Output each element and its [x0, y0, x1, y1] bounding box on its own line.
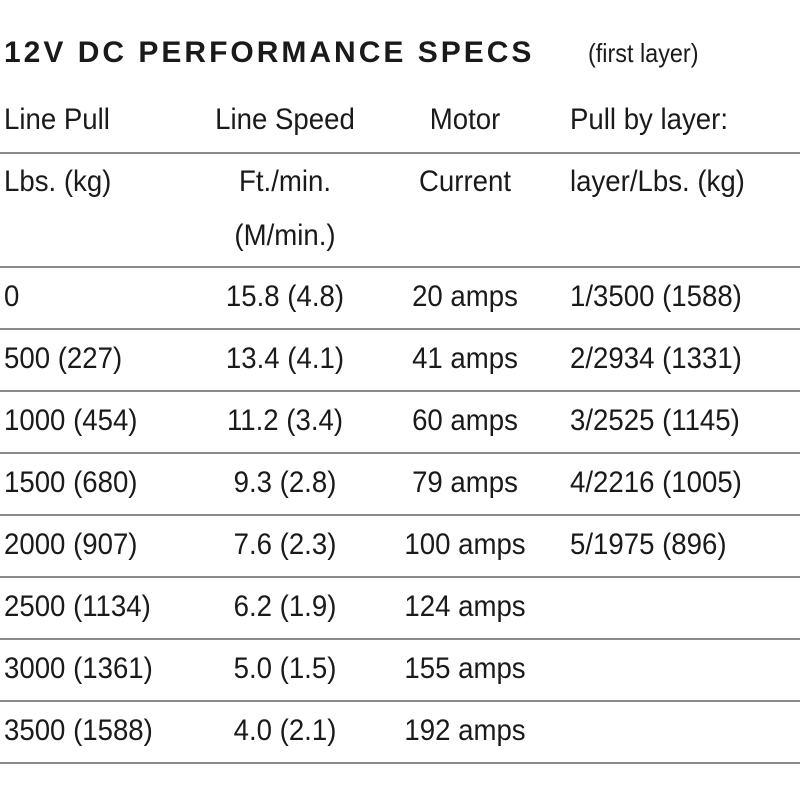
- table-cell: 3/2525 (1145): [570, 404, 740, 437]
- table-cell: 2000 (907): [4, 528, 138, 561]
- row-rule: [0, 328, 800, 330]
- header-cell: Current: [418, 165, 512, 198]
- row-rule: [0, 514, 800, 516]
- table-cell: 41 amps: [412, 342, 518, 375]
- table-cell: 3500 (1588): [4, 714, 153, 747]
- table-cell: 500 (227): [4, 342, 123, 375]
- table-cell: 20 amps: [412, 280, 518, 313]
- table-cell: 192 amps: [404, 714, 526, 747]
- header-cell: (M/min.): [234, 219, 336, 252]
- table-cell: 2500 (1134): [4, 590, 151, 623]
- header-cell: Motor: [429, 103, 501, 136]
- header-cell: Line Speed: [215, 103, 355, 136]
- header-cell: layer/Lbs. (kg): [570, 165, 745, 198]
- header-cell: Line Pull: [4, 103, 110, 136]
- table-cell: 4/2216 (1005): [570, 466, 742, 499]
- table-cell: 124 amps: [404, 590, 526, 623]
- table-cell: 4.0 (2.1): [233, 714, 337, 747]
- row-rule: [0, 762, 800, 764]
- header-cell: Ft./min.: [238, 165, 332, 198]
- row-rule: [0, 152, 800, 154]
- row-rule: [0, 266, 800, 268]
- table-cell: 5/1975 (896): [570, 528, 727, 561]
- table-cell: 100 amps: [404, 528, 526, 561]
- table-cell: 15.8 (4.8): [225, 280, 345, 313]
- table-cell: 1000 (454): [4, 404, 138, 437]
- table-cell: 5.0 (1.5): [233, 652, 337, 685]
- table-cell: 9.3 (2.8): [233, 466, 337, 499]
- header-cell: Pull by layer:: [570, 103, 729, 136]
- row-rule: [0, 390, 800, 392]
- table-cell: 7.6 (2.3): [233, 528, 337, 561]
- table-cell: 0: [4, 280, 20, 313]
- table-cell: 6.2 (1.9): [233, 590, 337, 623]
- header-cell: Lbs. (kg): [4, 165, 112, 198]
- table-cell: 11.2 (3.4): [226, 404, 344, 437]
- row-rule: [0, 700, 800, 702]
- table-cell: 3000 (1361): [4, 652, 153, 685]
- row-rule: [0, 452, 800, 454]
- table-cell: 1/3500 (1588): [570, 280, 742, 313]
- table-cell: 155 amps: [404, 652, 526, 685]
- table-cell: 2/2934 (1331): [570, 342, 742, 375]
- subtitle: (first layer): [588, 38, 699, 68]
- table-cell: 13.4 (4.1): [225, 342, 345, 375]
- row-rule: [0, 576, 800, 578]
- table-cell: 79 amps: [412, 466, 518, 499]
- row-rule: [0, 638, 800, 640]
- table-cell: 1500 (680): [4, 466, 138, 499]
- table-cell: 60 amps: [412, 404, 518, 437]
- title: 12V DC PERFORMANCE SPECS: [4, 36, 535, 69]
